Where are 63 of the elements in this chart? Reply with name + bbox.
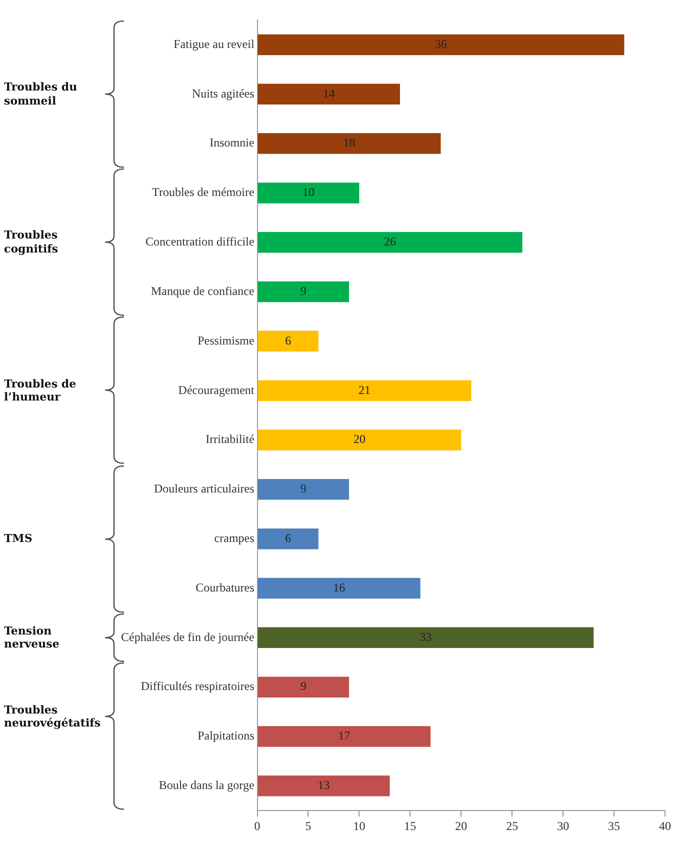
bar xyxy=(258,281,350,302)
bar xyxy=(258,578,420,599)
y-tick-label: crampes xyxy=(214,530,255,545)
data-label: 9 xyxy=(300,284,306,298)
data-label: 33 xyxy=(420,630,432,644)
x-tick-label: 5 xyxy=(305,818,312,833)
y-tick-label: Boule dans la gorge xyxy=(158,778,254,792)
data-label: 20 xyxy=(353,432,366,446)
data-label: 26 xyxy=(384,234,396,249)
data-label: 9 xyxy=(300,482,306,496)
bar xyxy=(258,330,318,352)
text: Troubles de l’humeur xyxy=(4,376,78,404)
x-tick-label: 35 xyxy=(608,818,620,833)
text: Troubles cognitifs xyxy=(4,228,60,256)
data-label: 9 xyxy=(300,679,306,694)
text: Troubles du sommeil xyxy=(4,80,78,108)
y-tick-label: Courbatures xyxy=(196,580,255,594)
bar xyxy=(258,479,350,500)
data-label: 18 xyxy=(343,136,356,150)
y-tick-label: Pessimisme xyxy=(198,333,254,348)
bar xyxy=(258,380,472,401)
text: TMS xyxy=(4,532,34,546)
data-label: 36 xyxy=(435,36,448,51)
y-tick-label: Douleurs articulaires xyxy=(154,482,255,496)
bar xyxy=(258,133,441,154)
bar xyxy=(258,528,318,550)
text: Troubles neurovégétatifs xyxy=(4,702,102,730)
x-tick-label: 40 xyxy=(659,818,671,833)
data-label: 6 xyxy=(285,530,292,545)
bar xyxy=(258,84,400,104)
data-label: 10 xyxy=(302,185,314,200)
y-tick-label: Troubles de mémoire xyxy=(152,185,254,200)
y-tick-label: Difficultés respiratoires xyxy=(140,679,255,694)
x-tick-label: 25 xyxy=(506,818,518,833)
x-tick-label: 30 xyxy=(557,818,570,833)
bar xyxy=(258,627,594,648)
text: Tension nerveuse xyxy=(4,624,60,652)
data-label: 21 xyxy=(358,382,371,397)
data-label: 14 xyxy=(322,86,335,100)
bar xyxy=(258,726,431,747)
data-label: 6 xyxy=(285,333,292,348)
x-tick-label: 15 xyxy=(404,818,416,833)
y-tick-label: Irritabilité xyxy=(206,432,254,446)
x-tick-label: 10 xyxy=(353,818,366,833)
y-tick-label: Concentration difficile xyxy=(146,234,254,249)
y-tick-label: Nuits agitées xyxy=(192,86,255,100)
bar xyxy=(258,34,624,56)
x-tick-label: 20 xyxy=(455,818,468,833)
y-tick-label: Insomnie xyxy=(210,136,254,150)
y-tick-label: Fatigue au reveil xyxy=(174,36,255,51)
x-tick-label: 0 xyxy=(254,818,260,833)
y-tick-label: Céphalées de fin de journée xyxy=(120,630,254,644)
bar xyxy=(258,676,350,698)
data-label: 17 xyxy=(338,728,350,743)
data-label: 13 xyxy=(318,778,330,792)
bar xyxy=(258,430,462,450)
y-tick-label: Découragement xyxy=(178,382,255,397)
y-tick-label: Manque de confiance xyxy=(150,284,254,298)
bar xyxy=(258,182,360,204)
bar xyxy=(258,232,522,253)
data-label: 16 xyxy=(333,580,346,594)
y-tick-label: Palpitations xyxy=(198,728,255,743)
bar xyxy=(258,776,390,796)
